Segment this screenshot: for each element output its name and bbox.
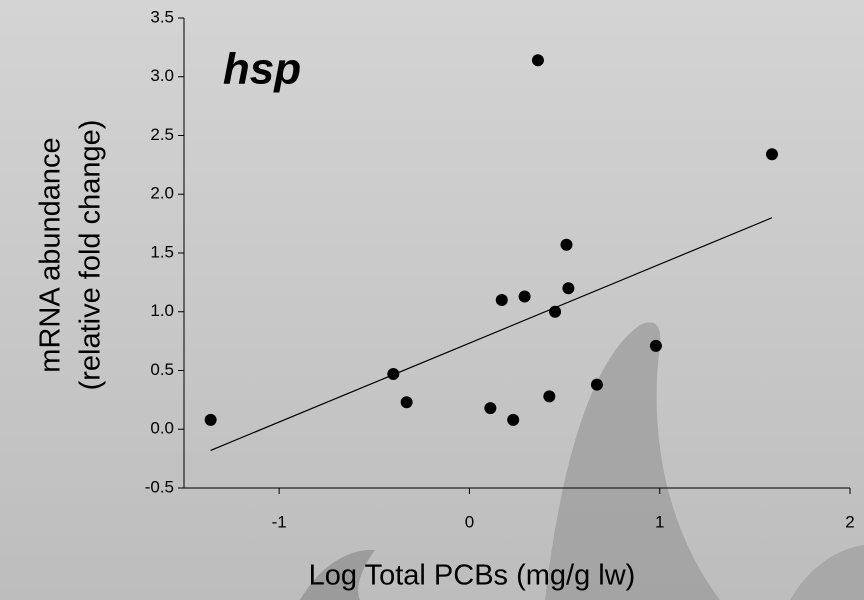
point — [531, 54, 544, 67]
y-tick-label: 1.0 — [150, 301, 174, 320]
fin — [545, 322, 720, 600]
point — [204, 413, 217, 426]
y-tick-label: 3.5 — [150, 7, 174, 26]
fin-small — [300, 549, 375, 600]
y-tick-label: 3.0 — [150, 66, 174, 85]
y-tick-label: 2.5 — [150, 125, 174, 144]
y-axis-label: mRNA abundance — [35, 137, 67, 372]
point — [560, 238, 573, 251]
point — [649, 339, 662, 352]
point — [400, 396, 413, 409]
fin-right — [790, 545, 864, 600]
y-tick-label: 0.5 — [150, 360, 174, 379]
x-tick-label: -1 — [272, 512, 287, 531]
point — [495, 294, 508, 306]
y-axis-label: (relative fold change) — [75, 120, 107, 391]
x-axis-label: Log Total PCBs (mg/g lw) — [309, 560, 636, 592]
point — [549, 305, 562, 318]
y-tick-label: -0.5 — [145, 477, 174, 496]
x-tick-label: 1 — [655, 512, 664, 531]
point — [543, 390, 556, 403]
y-tick-label: 1.5 — [150, 242, 174, 261]
point — [590, 378, 603, 391]
point — [387, 368, 400, 381]
x-tick-label: 0 — [465, 512, 474, 531]
x-tick-label: 2 — [845, 512, 854, 531]
point — [518, 290, 531, 303]
point — [484, 402, 497, 415]
y-tick-label: 0.0 — [150, 419, 174, 438]
chart-title: hsp — [223, 45, 301, 94]
trendline — [210, 217, 773, 451]
point — [507, 413, 520, 426]
y-tick-label: 2.0 — [150, 184, 174, 203]
point — [765, 148, 778, 161]
point — [562, 282, 575, 295]
